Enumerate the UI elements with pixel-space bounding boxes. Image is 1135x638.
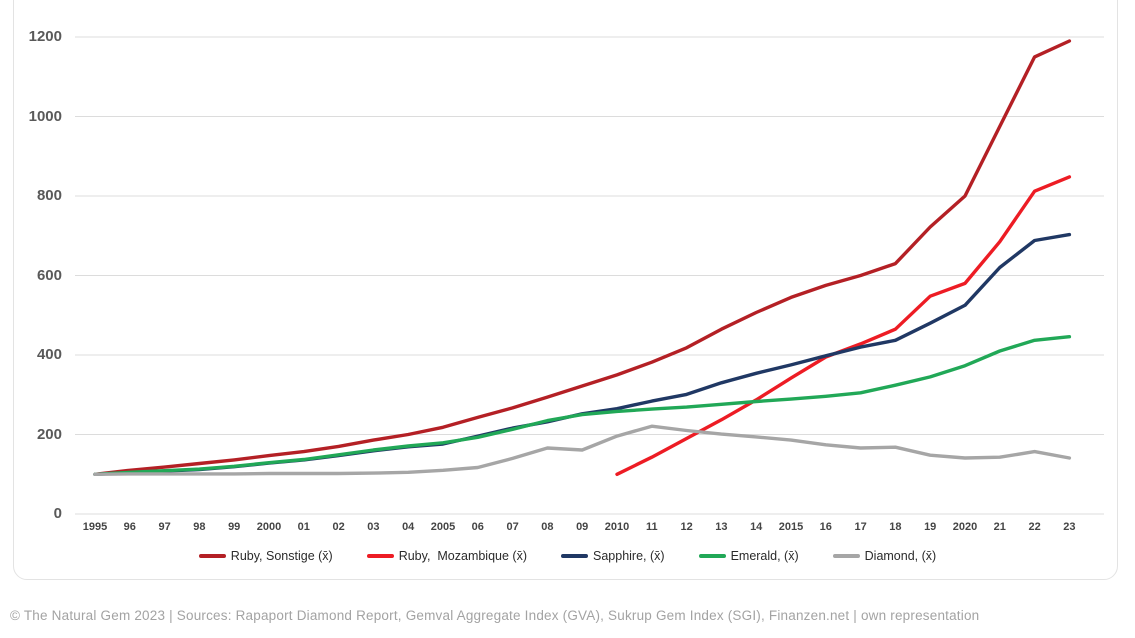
- legend-item-emerald-x: Emerald, (x̄): [698, 549, 799, 563]
- y-tick-label-1000: 1000: [28, 107, 62, 125]
- legend-label: Ruby, Sonstige (x̄): [230, 549, 333, 563]
- chart-card: [13, 0, 1118, 580]
- legend-item-ruby-sonstige-x: Ruby, Sonstige (x̄): [198, 549, 333, 563]
- legend-item-diamond-x: Diamond, (x̄): [832, 549, 937, 563]
- x-tick-label-2020: 2020: [952, 521, 978, 533]
- x-tick-label-03: 03: [367, 521, 380, 533]
- y-tick-label-400: 400: [36, 346, 62, 363]
- series-line-emerald-x: [93, 335, 1072, 476]
- x-tick-label-12: 12: [680, 521, 693, 533]
- x-tick-label-16: 16: [819, 521, 832, 533]
- x-tick-label-02: 02: [332, 521, 345, 533]
- x-tick-label-17: 17: [854, 521, 867, 533]
- x-tick-label-96: 96: [123, 521, 136, 533]
- legend-label: Ruby, Mozambique (x̄): [398, 549, 527, 563]
- legend-label: Emerald, (x̄): [730, 549, 799, 563]
- x-tick-label-09: 09: [576, 521, 589, 533]
- x-tick-label-19: 19: [924, 521, 937, 533]
- legend-label: Diamond, (x̄): [864, 549, 937, 563]
- x-tick-label-13: 13: [715, 521, 728, 533]
- legend-swatch: [832, 554, 860, 558]
- y-tick-label-0: 0: [53, 505, 62, 522]
- x-tick-label-11: 11: [645, 521, 658, 533]
- legend-swatch: [366, 554, 394, 558]
- x-tick-label-01: 01: [297, 521, 310, 533]
- x-tick-label-23: 23: [1063, 521, 1076, 533]
- y-tick-label-200: 200: [36, 425, 62, 443]
- series-line-diamond-x: [93, 424, 1072, 476]
- series-line-sapphire-x: [93, 232, 1072, 476]
- y-tick-label-1200: 1200: [28, 28, 62, 45]
- x-tick-label-2015: 2015: [778, 521, 804, 533]
- legend-swatch: [561, 554, 588, 558]
- legend-item-sapphire-x: Sapphire, (x̄): [561, 549, 665, 563]
- y-tick-label-800: 800: [36, 187, 62, 204]
- x-tick-label-14: 14: [750, 521, 763, 533]
- x-tick-label-2005: 2005: [430, 521, 456, 533]
- x-tick-label-21: 21: [993, 521, 1006, 533]
- x-tick-label-06: 06: [471, 521, 484, 533]
- legend-swatch: [698, 554, 726, 558]
- x-tick-label-07: 07: [506, 521, 519, 533]
- x-tick-label-22: 22: [1028, 521, 1041, 533]
- x-tick-label-04: 04: [402, 521, 415, 533]
- x-tick-label-99: 99: [228, 521, 241, 533]
- chart-legend: Ruby, Sonstige (x̄) Ruby, Mozambique (x̄)…: [0, 549, 1135, 563]
- legend-swatch: [198, 554, 226, 558]
- x-tick-label-98: 98: [193, 521, 206, 533]
- x-tick-label-97: 97: [158, 521, 171, 533]
- source-attribution-text: © The Natural Gem 2023 | Sources: Rapapo…: [10, 608, 980, 623]
- x-tick-label-18: 18: [889, 521, 902, 533]
- y-tick-label-600: 600: [36, 266, 62, 284]
- x-tick-label-1995: 1995: [82, 521, 108, 533]
- x-tick-label-08: 08: [541, 521, 554, 533]
- legend-label: Sapphire, (x̄): [593, 549, 665, 563]
- x-tick-label-2000: 2000: [256, 521, 282, 533]
- legend-item-ruby-mozambique-x: Ruby, Mozambique (x̄): [366, 549, 527, 563]
- series-line-ruby-sonstige-x: [93, 39, 1072, 476]
- x-tick-label-2010: 2010: [604, 521, 630, 533]
